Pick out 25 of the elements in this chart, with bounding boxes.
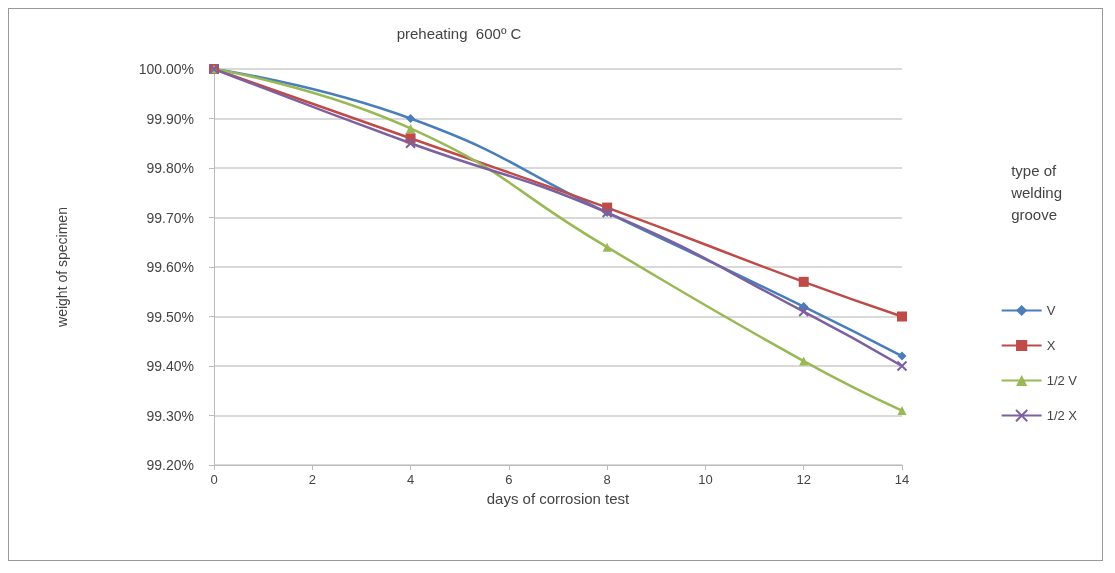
legend-title: type of welding groove xyxy=(1010,161,1063,223)
legend-label: V xyxy=(1046,303,1056,318)
x-tick-label: 14 xyxy=(894,472,910,487)
x-tick-label: 8 xyxy=(603,472,611,487)
y-tick-label: 99.80% xyxy=(146,160,194,176)
y-tick-label: 99.90% xyxy=(146,110,194,127)
x-tick-label: 10 xyxy=(698,472,713,487)
x-tick-label: 4 xyxy=(406,472,415,487)
chart-title: preheating 600º C xyxy=(396,25,522,42)
y-tick-label: 99.50% xyxy=(146,308,194,325)
y-tick-label: 99.70% xyxy=(146,209,194,226)
legend-label: 1/2 V xyxy=(1046,373,1078,388)
legend-label: X xyxy=(1046,338,1056,353)
y-tick-label: 100.00% xyxy=(138,61,194,77)
legend-label: 1/2 X xyxy=(1046,408,1078,424)
y-tick-label: 99.40% xyxy=(146,358,194,374)
x-tick-label: 0 xyxy=(210,472,218,487)
x-tick-label: 6 xyxy=(505,472,513,487)
x-axis-title: days of corrosion test xyxy=(486,489,631,507)
x-tick-label: 12 xyxy=(796,472,811,487)
y-tick-label: 99.30% xyxy=(146,407,194,424)
x-tick-label: 2 xyxy=(308,472,316,487)
y-axis-title: weight of specimen xyxy=(54,207,70,328)
y-tick-label: 99.60% xyxy=(146,259,194,275)
y-tick-label: 99.20% xyxy=(146,457,194,473)
